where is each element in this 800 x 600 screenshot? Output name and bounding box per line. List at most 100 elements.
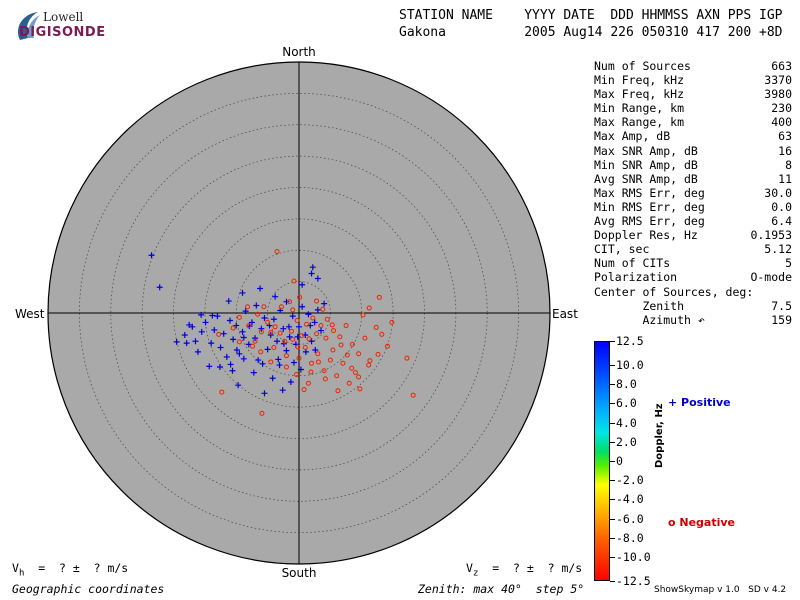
positive-point xyxy=(280,325,287,332)
negative-point xyxy=(315,359,321,365)
positive-point xyxy=(287,379,294,386)
direction-south-label: South xyxy=(281,566,317,580)
positive-point xyxy=(317,327,324,334)
stat-value: 30.0 xyxy=(764,185,792,200)
negative-point xyxy=(384,343,390,349)
stat-label: Num of CITs xyxy=(594,256,671,271)
stat-label: Avg SNR Amp, dB xyxy=(594,171,698,186)
positive-point xyxy=(233,347,240,354)
positive-point xyxy=(283,298,290,305)
positive-point xyxy=(209,312,216,319)
negative-point xyxy=(290,336,296,342)
colorbar-tick-label: 12.5 xyxy=(616,334,644,348)
positive-point xyxy=(183,340,190,347)
positive-point xyxy=(286,333,293,340)
stat-row: CIT, sec 5.12 xyxy=(594,242,792,256)
negative-point xyxy=(261,304,267,310)
version-label: ShowSkymap v 1.0 SD v 4.2 xyxy=(654,585,787,595)
direction-north-label: North xyxy=(282,45,316,59)
positive-point xyxy=(198,328,205,335)
stat-value: O-mode xyxy=(750,270,792,285)
negative-point xyxy=(389,319,395,325)
negative-point xyxy=(366,305,372,311)
stat-row: Max RMS Err, deg 30.0 xyxy=(594,186,792,200)
stat-row: Zenith 7.5 xyxy=(594,299,792,313)
colorbar-tick xyxy=(610,480,615,482)
positive-point xyxy=(229,367,236,374)
negative-point xyxy=(376,294,382,300)
stat-value: 3980 xyxy=(764,87,792,102)
negative-point xyxy=(356,374,362,380)
stat-value: 159 xyxy=(771,312,792,327)
negative-point xyxy=(344,352,350,358)
stat-label: Zenith xyxy=(594,298,685,313)
positive-point xyxy=(240,334,247,341)
negative-point xyxy=(305,380,311,386)
positive-point xyxy=(217,344,224,351)
positive-point xyxy=(223,353,230,360)
stat-value: 0.0 xyxy=(771,199,792,214)
stat-value: 400 xyxy=(771,115,792,130)
positive-point xyxy=(269,375,276,382)
positive-point xyxy=(312,347,319,354)
legend-negative: o Negative xyxy=(668,516,736,529)
stat-value: 230 xyxy=(771,101,792,116)
negative-point xyxy=(362,335,368,341)
positive-point xyxy=(283,347,290,354)
positive-point xyxy=(276,362,283,369)
colorbar-tick-label: 0 xyxy=(616,454,623,468)
stat-label: Avg RMS Err, deg xyxy=(594,214,705,229)
logo-bottom-text: DIGISONDE xyxy=(19,25,106,40)
stat-label: Min SNR Amp, dB xyxy=(594,157,698,172)
positive-point xyxy=(261,390,268,397)
negative-point xyxy=(314,331,320,337)
stat-label: Max RMS Err, deg xyxy=(594,185,705,200)
stat-label: Min Range, km xyxy=(594,101,685,116)
positive-point xyxy=(186,321,193,328)
stat-row: Max Freq, kHz 3980 xyxy=(594,87,792,101)
positive-point xyxy=(216,363,223,370)
positive-point xyxy=(202,319,209,326)
negative-point xyxy=(346,380,352,386)
legend-positive: + Positive xyxy=(668,396,731,409)
stat-label: Min Freq, kHz xyxy=(594,73,685,88)
positive-point xyxy=(189,323,196,330)
stat-value: 11 xyxy=(778,171,792,186)
negative-point xyxy=(295,344,301,350)
stat-value: 8 xyxy=(785,157,792,172)
positive-point xyxy=(289,313,296,320)
colorbar-tick-label: -10.0 xyxy=(616,550,651,564)
positive-point xyxy=(308,338,315,345)
positive-point xyxy=(211,326,218,333)
positive-point xyxy=(285,323,292,330)
coordinate-system-label: Geographic coordinates xyxy=(12,582,165,596)
positive-point xyxy=(252,335,259,342)
negative-point xyxy=(288,328,294,334)
lowell-digisonde-logo xyxy=(8,6,88,48)
negative-point xyxy=(283,364,289,370)
negative-point xyxy=(323,335,329,341)
stat-label: Polarization xyxy=(594,270,678,285)
negative-point xyxy=(277,330,283,336)
negative-point xyxy=(309,360,315,366)
vh-text-rest: = ? ± ? m/s xyxy=(24,561,129,575)
stat-row: Min Range, km 230 xyxy=(594,101,792,115)
stat-row: Min SNR Amp, dB 8 xyxy=(594,158,792,172)
positive-point xyxy=(321,300,328,307)
vz-subscript: z xyxy=(472,568,479,579)
stat-label: Max Range, km xyxy=(594,115,685,130)
stat-row: Avg RMS Err, deg 6.4 xyxy=(594,214,792,228)
positive-point xyxy=(230,336,237,343)
stat-label: Max SNR Amp, dB xyxy=(594,143,698,158)
negative-point xyxy=(219,389,225,395)
stat-row: Doppler Res, Hz 0.1953 xyxy=(594,228,792,242)
negative-point xyxy=(334,373,340,379)
negative-point xyxy=(352,370,358,376)
stat-row: Min Freq, kHz 3370 xyxy=(594,73,792,87)
negative-point xyxy=(404,355,410,361)
colorbar-tick-label: 10.0 xyxy=(616,358,644,372)
negative-point xyxy=(291,278,297,284)
positive-point xyxy=(264,346,271,353)
negative-point xyxy=(236,314,242,320)
